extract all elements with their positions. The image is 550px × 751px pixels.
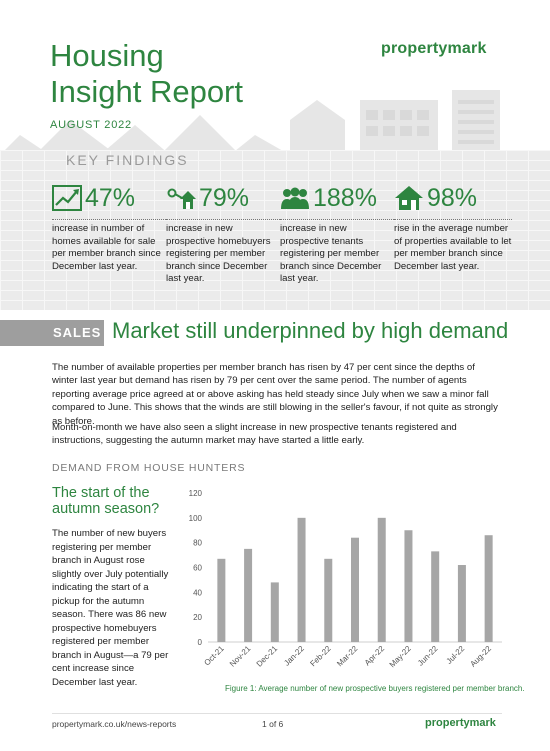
- sidebar-title: The start of the autumn season?: [52, 485, 160, 517]
- stat-homes-for-sale: 47% increase in number of homes availabl…: [52, 183, 170, 273]
- x-tick-label: Jul-22: [445, 644, 467, 666]
- chart-up-icon: [52, 185, 82, 211]
- stat-description: increase in number of homes available fo…: [52, 219, 170, 273]
- house-icon: [395, 186, 423, 210]
- stat-value: 98%: [427, 183, 478, 212]
- report-date: AUGUST 2022: [50, 119, 132, 131]
- x-tick-label: Oct-21: [202, 644, 226, 668]
- y-tick-label: 40: [193, 588, 202, 597]
- bar-jul-22: [457, 565, 466, 642]
- y-tick-label: 20: [193, 613, 202, 622]
- x-tick-label: Jun-22: [416, 644, 440, 668]
- keys-house-icon: [167, 188, 196, 209]
- stat-description: increase in new prospective homebuyers r…: [166, 219, 284, 286]
- sales-label-bar: [0, 320, 104, 346]
- bar-jan-22: [297, 517, 306, 642]
- buyers-bar-chart: 0 20 40 60 80 100 120 Oct-21 Nov-21 Dec-21 Jan-22 F…: [189, 489, 502, 670]
- demand-heading: DEMAND FROM HOUSE HUNTERS: [52, 462, 246, 474]
- people-icon: [281, 187, 309, 209]
- bar-feb-22: [324, 558, 333, 642]
- x-tick-label: Feb-22: [308, 644, 333, 669]
- y-tick-label: 60: [193, 564, 202, 573]
- x-tick-label: Apr-22: [363, 644, 387, 668]
- stat-properties-to-let: 98% rise in the average number of proper…: [394, 183, 512, 273]
- x-tick-label: Nov-21: [228, 644, 253, 669]
- stat-homebuyers: 79% increase in new prospective homebuye…: [166, 183, 284, 286]
- figure-caption: Figure 1: Average number of new prospect…: [225, 684, 525, 693]
- footer-url: propertymark.co.uk/news-reports: [52, 719, 177, 729]
- stat-tenants: 188% increase in new prospective tenants…: [280, 183, 398, 286]
- sales-label: SALES: [53, 325, 102, 340]
- bar-apr-22: [377, 517, 386, 642]
- footer-logo: propertymark: [425, 717, 496, 729]
- bar-dec-21: [270, 582, 279, 642]
- page-number: 1 of 6: [262, 719, 284, 729]
- x-tick-label: May-22: [388, 644, 414, 670]
- x-tick-label: Aug-22: [468, 644, 493, 669]
- stat-value: 188%: [313, 183, 377, 212]
- sidebar-text: The number of new buyers registering per…: [52, 528, 169, 688]
- y-tick-label: 80: [193, 539, 202, 548]
- stat-description: increase in new prospective tenants regi…: [280, 219, 398, 286]
- sales-paragraph-2: Month-on-month we have also seen a sligh…: [52, 422, 457, 447]
- bar-nov-21: [244, 548, 253, 642]
- propertymark-logo: propertymark: [381, 40, 487, 57]
- x-tick-label: Jan-22: [282, 644, 306, 668]
- x-tick-label: Mar-22: [335, 644, 360, 669]
- key-findings-heading: KEY FINDINGS: [66, 152, 189, 168]
- brick-band: [0, 150, 550, 310]
- stat-description: rise in the average number of properties…: [394, 219, 512, 273]
- bar-aug-22: [484, 535, 493, 642]
- y-tick-label: 100: [189, 514, 203, 523]
- stat-value: 79%: [199, 183, 250, 212]
- report-title: Housing Insight Report: [50, 38, 243, 109]
- footer-divider: [52, 713, 502, 714]
- bar-may-22: [404, 530, 413, 642]
- bar-mar-22: [351, 537, 359, 642]
- y-tick-label: 120: [189, 489, 203, 498]
- bar-jun-22: [431, 551, 440, 642]
- stat-value: 47%: [85, 183, 136, 212]
- sales-paragraph-1: The number of available properties per m…: [52, 362, 498, 427]
- sales-title: Market still underpinned by high demand: [112, 318, 509, 343]
- y-tick-label: 0: [198, 638, 203, 647]
- x-tick-label: Dec-21: [255, 644, 280, 669]
- bar-oct-21: [217, 558, 226, 642]
